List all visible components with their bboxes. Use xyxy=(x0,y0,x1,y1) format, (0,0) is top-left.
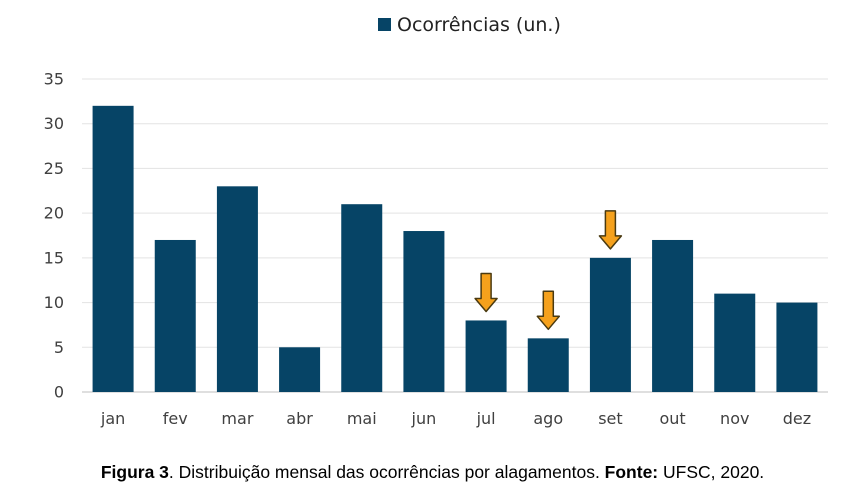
bar-mai xyxy=(341,204,383,392)
y-tick-label: 10 xyxy=(44,293,64,312)
x-tick-label-mar: mar xyxy=(221,409,253,428)
y-axis-ticks: 0 5 10 15 20 25 30 35 xyxy=(44,70,64,402)
bar-mar xyxy=(216,186,258,392)
bar-jun xyxy=(403,231,445,392)
x-tick-label-jul: jul xyxy=(476,409,496,428)
bar-jul xyxy=(465,320,507,392)
bar-jan xyxy=(92,105,134,392)
x-tick-label-dez: dez xyxy=(783,409,811,428)
y-tick-label: 30 xyxy=(44,114,64,133)
bar-out xyxy=(652,239,694,392)
y-tick-label: 15 xyxy=(44,248,64,267)
x-tick-label-nov: nov xyxy=(720,409,749,428)
y-tick-label: 25 xyxy=(44,159,64,178)
figure-label: Figura 3 xyxy=(100,462,169,482)
down-arrow-icon xyxy=(598,210,623,250)
bar-chart: Ocorrências (un.) 0 5 10 15 20 25 30 35 jan fev m… xyxy=(44,14,828,428)
source-label: Fonte: xyxy=(604,462,659,482)
gridlines xyxy=(82,78,828,393)
legend-swatch xyxy=(378,18,391,31)
y-tick-label: 5 xyxy=(54,338,64,357)
y-tick-label: 0 xyxy=(54,383,64,402)
x-tick-label-abr: abr xyxy=(286,409,313,428)
x-tick-label-jun: jun xyxy=(411,409,437,428)
bar-dez xyxy=(776,302,818,392)
annotation-arrows xyxy=(474,210,623,331)
down-arrow-icon xyxy=(474,272,498,313)
x-tick-label-set: set xyxy=(598,409,622,428)
x-axis-labels: jan fev mar abr mai jun jul ago set out nov dez xyxy=(100,409,811,428)
x-tick-label-ago: ago xyxy=(533,409,563,428)
x-tick-label-fev: fev xyxy=(163,409,188,428)
y-tick-label: 20 xyxy=(44,204,64,223)
y-tick-label: 35 xyxy=(44,70,64,89)
legend: Ocorrências (un.) xyxy=(378,14,561,36)
bar-abr xyxy=(279,347,321,392)
x-tick-label-out: out xyxy=(659,409,685,428)
bars xyxy=(92,105,818,392)
bar-nov xyxy=(714,293,756,392)
bar-fev xyxy=(154,239,196,392)
bar-ago xyxy=(527,338,569,392)
down-arrow-icon xyxy=(536,290,561,331)
caption-text: . Distribuição mensal das ocorrências po… xyxy=(168,462,605,482)
legend-label: Ocorrências (un.) xyxy=(397,14,561,36)
x-tick-label-mai: mai xyxy=(347,409,377,428)
figure-caption: Figura 3. Distribuição mensal das ocorrê… xyxy=(0,462,865,483)
bar-set xyxy=(589,257,631,392)
x-tick-label-jan: jan xyxy=(100,409,125,428)
source-text: UFSC, 2020. xyxy=(658,462,765,482)
